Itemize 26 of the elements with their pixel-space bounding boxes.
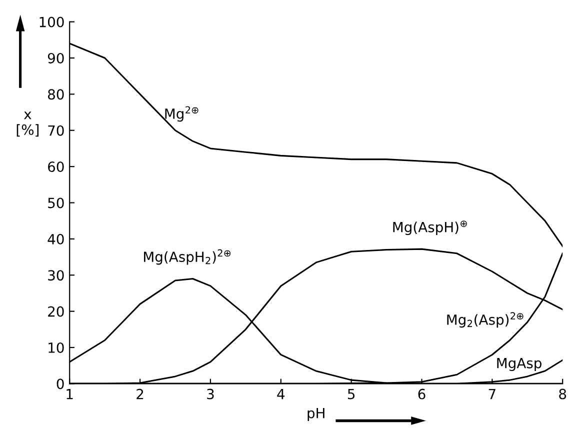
x-tick-label: 1	[66, 388, 73, 400]
x-tick-label: 5	[348, 388, 355, 400]
x-tick-label: 8	[559, 388, 566, 400]
y-tick-label: 100	[40, 16, 64, 28]
y-tick-label: 30	[48, 270, 64, 281]
x-tick-label: 4	[277, 388, 285, 400]
series-label: Mg(AspH$_{2}$)$^{2⊕}$	[144, 249, 231, 265]
x-tick-label: 3	[207, 388, 214, 400]
y-tick-label: 10	[48, 342, 64, 353]
series-label: Mg$^{2⊕}$	[165, 106, 198, 122]
y-axis-title: x [%]	[16, 112, 39, 137]
y-tick-label: 80	[48, 89, 64, 100]
y-tick-label: 40	[48, 234, 64, 244]
y-tick-label: 60	[48, 162, 64, 172]
y-tick-label: 70	[48, 125, 64, 136]
y-tick-label: 20	[48, 306, 64, 317]
series-label: MgAsp	[497, 358, 542, 372]
x-tick-label: 7	[488, 388, 496, 400]
x-tick-label: 6	[418, 388, 426, 400]
y-tick-label: 0	[56, 378, 64, 390]
x-tick-label: 2	[136, 388, 144, 400]
series-label: Mg(AspH)$^{⊕}$	[393, 220, 467, 236]
series-label: Mg$_{2}$(Asp)$^{2⊕}$	[447, 312, 524, 328]
y-tick-label: 90	[48, 52, 64, 64]
y-tick-label: 50	[48, 198, 64, 208]
x-axis-title: pH	[308, 408, 324, 421]
